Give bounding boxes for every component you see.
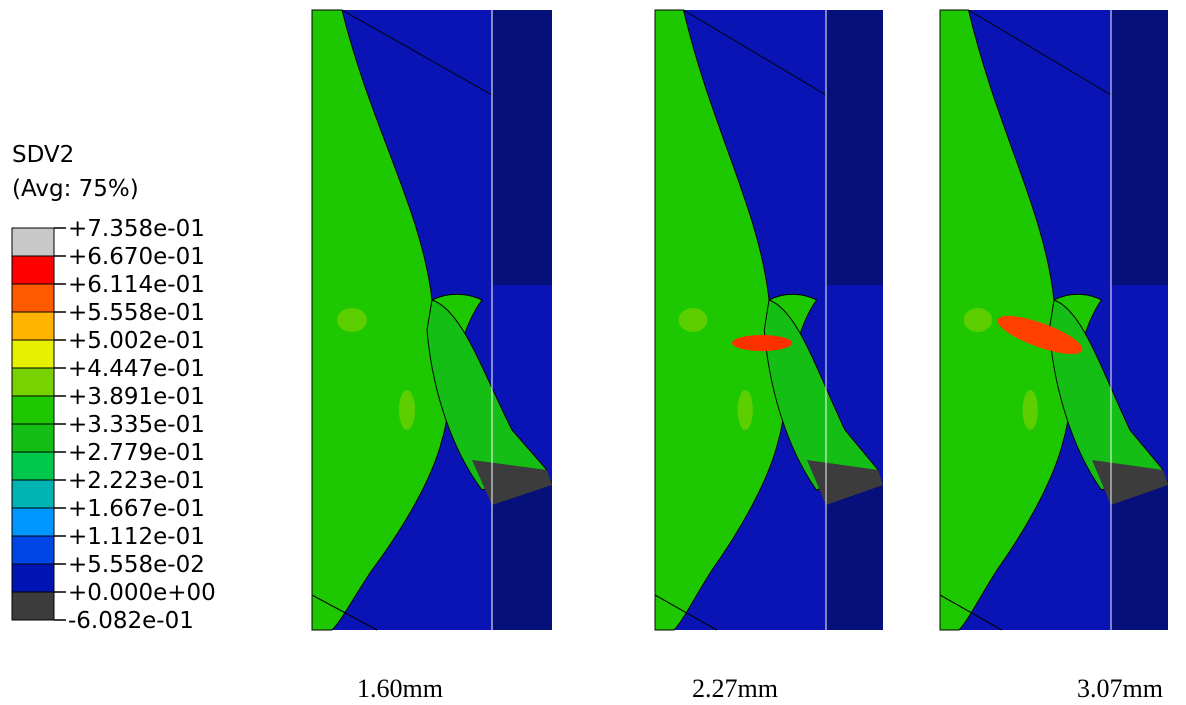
legend-label: +5.558e-01: [68, 300, 205, 326]
legend-label: +3.891e-01: [68, 384, 205, 410]
color-band: [11, 227, 55, 257]
color-band: [11, 451, 55, 481]
color-band: [11, 283, 55, 313]
legend-title: SDV2: [12, 142, 74, 168]
specimen: [939, 9, 1169, 631]
colorbar: +7.358e-01+6.670e-01+6.114e-01+5.558e-01…: [11, 216, 216, 634]
color-band: [11, 423, 55, 453]
caption: 2.27mm: [692, 674, 778, 703]
legend-label: +4.447e-01: [68, 356, 205, 382]
color-band: [11, 479, 55, 509]
specimen: [654, 9, 884, 631]
color-band: [11, 395, 55, 425]
legend-label: +1.667e-01: [68, 496, 205, 522]
damage-zone: [997, 315, 1083, 355]
legend-label: -6.082e-01: [68, 608, 194, 634]
specimen: [311, 9, 553, 631]
legend-label: +1.112e-01: [68, 524, 205, 550]
color-band: [11, 535, 55, 565]
legend-label: +6.670e-01: [68, 244, 205, 270]
legend-label: +6.114e-01: [68, 272, 205, 298]
legend-label: +2.223e-01: [68, 468, 205, 494]
color-band: [11, 367, 55, 397]
legend-label: +2.779e-01: [68, 440, 205, 466]
legend-label: +5.558e-02: [68, 552, 205, 578]
damage-zone: [732, 335, 792, 351]
legend-subtitle: (Avg: 75%): [12, 176, 139, 202]
caption: 1.60mm: [357, 674, 443, 703]
legend-label: +5.002e-01: [68, 328, 205, 354]
color-band: [11, 563, 55, 593]
color-band: [11, 591, 55, 621]
caption: 3.07mm: [1077, 674, 1163, 703]
legend-label: +7.358e-01: [68, 216, 205, 242]
color-band: [11, 255, 55, 285]
legend-label: +0.000e+00: [68, 580, 216, 606]
legend-label: +3.335e-01: [68, 412, 205, 438]
color-band: [11, 507, 55, 537]
color-band: [11, 311, 55, 341]
color-band: [11, 339, 55, 369]
